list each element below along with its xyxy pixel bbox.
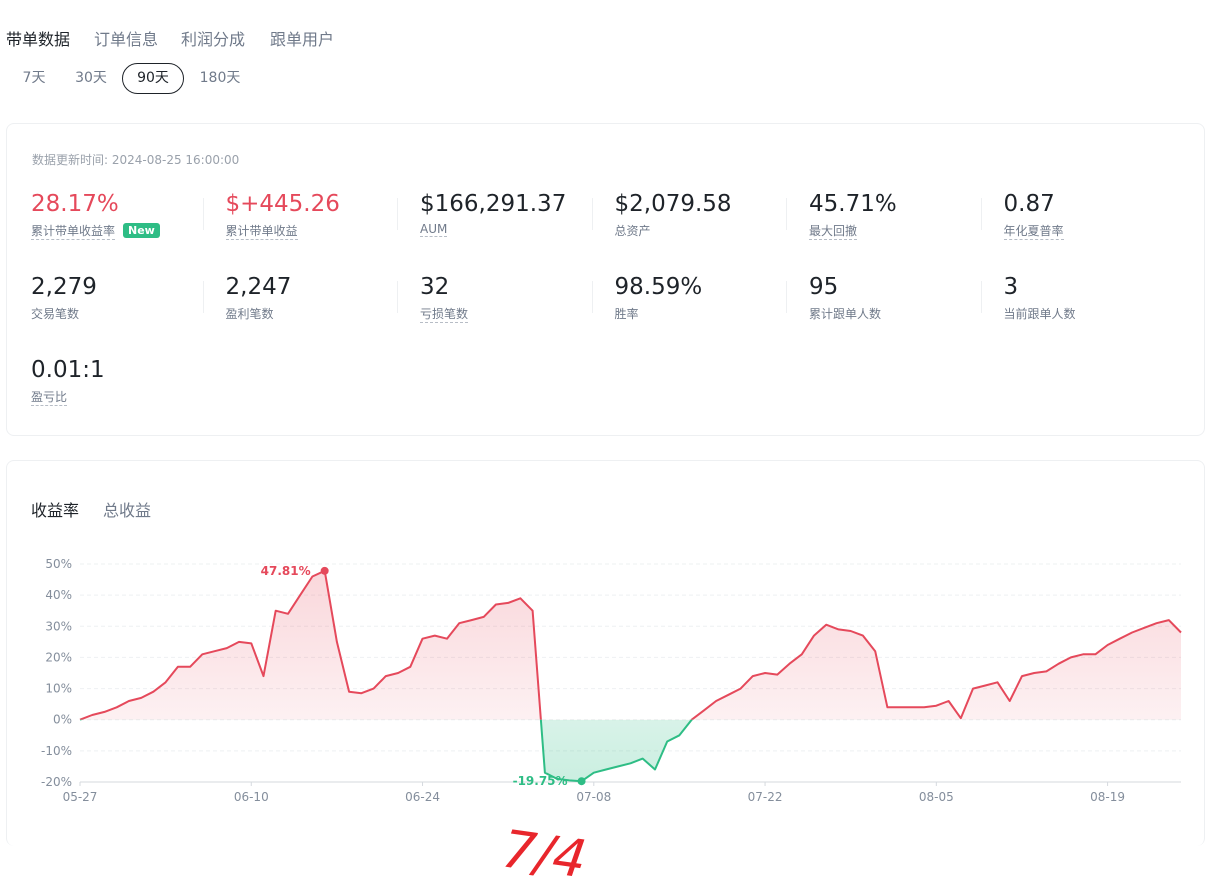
stat-label-row: 最大回撤 (809, 218, 1003, 240)
stat-label-row: 交易笔数 (31, 301, 225, 322)
stat-label: 亏损笔数 (420, 307, 469, 323)
stat-label-row: 胜率 (615, 301, 809, 322)
stat: 32 亏损笔数 (420, 273, 614, 323)
stat-label: 胜率 (614, 307, 639, 321)
stat-value: $+445.26 (225, 191, 340, 217)
stat: 0.01:1 盈亏比 (31, 356, 225, 406)
stat: 2,279 交易笔数 (31, 273, 225, 322)
period-tab[interactable]: 30天 (75, 70, 107, 86)
stat-label-row: 盈亏比 (31, 384, 225, 406)
chart-card: 收益率 总收益 (6, 460, 1205, 846)
stat-value: $2,079.58 (614, 191, 732, 217)
period-tab[interactable]: 180天 (199, 70, 241, 86)
stat-label-row: 年化夏普率 (1003, 218, 1198, 240)
stat: 3 当前跟单人数 (1004, 273, 1198, 322)
stat-value: 3 (1003, 274, 1019, 300)
stat-value: 98.59% (614, 274, 703, 300)
stats-card: 数据更新时间: 2024-08-25 16:00:00 28.17% 累计带单收益… (6, 123, 1205, 436)
stat-label-row: 亏损笔数 (420, 301, 614, 323)
stat-value: 45.71% (809, 191, 897, 217)
stat-label: 累计跟单人数 (809, 307, 882, 321)
divider (786, 281, 787, 313)
new-badge: New (123, 223, 160, 238)
stat-label: 盈利笔数 (225, 307, 274, 321)
stat-value: 0.01:1 (31, 357, 105, 383)
stat: $+445.26 累计带单收益 (225, 190, 420, 240)
stat: $2,079.58 总资产 (615, 190, 809, 239)
update-time: 数据更新时间: 2024-08-25 16:00:00 (32, 153, 240, 167)
top-tab[interactable]: 订单信息 (94, 30, 159, 49)
stat: 98.59% 胜率 (615, 273, 809, 322)
stat-label-row: AUM (420, 218, 614, 237)
stat-label-row: 累计跟单人数 (809, 301, 1003, 322)
stat: 95 累计跟单人数 (809, 273, 1003, 322)
divider (980, 281, 982, 313)
divider (397, 281, 398, 313)
stat-label: 总资产 (614, 224, 651, 238)
divider (980, 198, 982, 230)
divider (397, 198, 398, 230)
stat-value: 95 (809, 274, 839, 300)
stat-value: 2,247 (225, 274, 292, 300)
divider (591, 281, 593, 313)
stat-label: 最大回撤 (809, 224, 858, 240)
stat-label-row: 盈利笔数 (226, 301, 420, 322)
divider (786, 198, 787, 230)
stat-value: 32 (420, 274, 450, 300)
divider (591, 198, 593, 230)
stat-label: AUM (420, 222, 448, 237)
stat-label-row: 总资产 (615, 218, 809, 239)
stat-label: 累计带单收益 (225, 224, 298, 240)
period-tab[interactable]: 7天 (22, 70, 46, 86)
stat-value: 0.87 (1003, 191, 1055, 217)
stat: 45.71% 最大回撤 (809, 190, 1003, 240)
top-tab[interactable]: 跟单用户 (270, 30, 335, 49)
top-tab[interactable]: 利润分成 (181, 30, 246, 49)
stat: $166,291.37 AUM (420, 190, 614, 237)
stat-value: 28.17% (31, 191, 119, 217)
stat-label: 交易笔数 (31, 307, 80, 321)
top-tab[interactable]: 带单数据 (6, 30, 71, 49)
chart-tab[interactable]: 收益率 (31, 501, 80, 520)
stat-value: 2,279 (31, 274, 97, 300)
stat-label: 盈亏比 (31, 390, 68, 406)
stat-label-row: 累计带单收益率 New (31, 218, 225, 240)
stat: 28.17% 累计带单收益率 New (31, 190, 225, 240)
stat-label-row: 当前跟单人数 (1004, 301, 1198, 322)
stat-label: 当前跟单人数 (1003, 307, 1076, 321)
period-tab[interactable]: 90天 (122, 63, 184, 94)
stat: 2,247 盈利笔数 (226, 273, 420, 322)
chart-tab[interactable]: 总收益 (103, 501, 152, 520)
stat-label: 年化夏普率 (1003, 224, 1064, 240)
divider (202, 198, 204, 230)
divider (202, 281, 204, 313)
stat-label-row: 累计带单收益 (225, 218, 420, 240)
stat-label: 累计带单收益率 (31, 224, 116, 240)
stat-value: $166,291.37 (420, 191, 567, 217)
stat: 0.87 年化夏普率 (1003, 190, 1198, 240)
